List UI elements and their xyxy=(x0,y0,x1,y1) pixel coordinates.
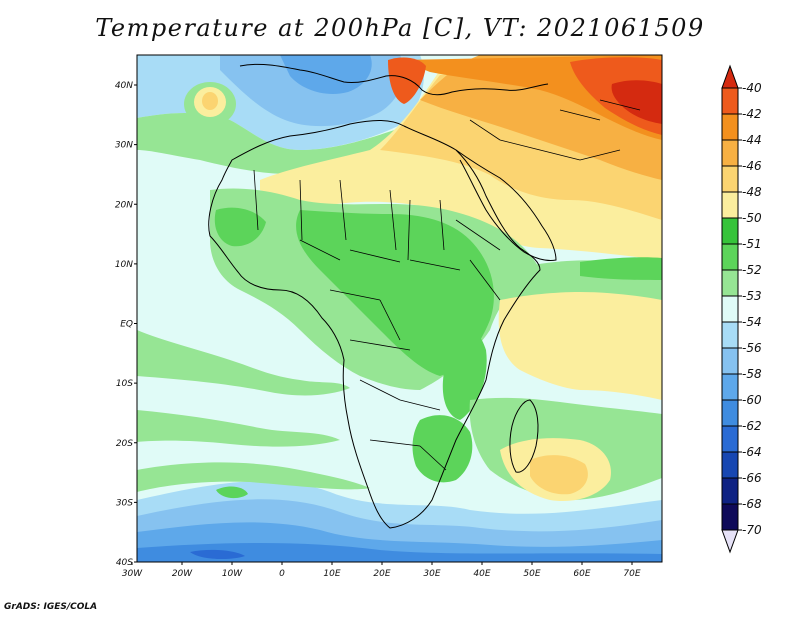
colorbar-segment xyxy=(721,503,739,531)
colorbar-segment xyxy=(721,87,739,115)
colorbar-label: -46 xyxy=(742,159,762,173)
colorbar-segment xyxy=(721,451,739,479)
colorbar-label: -48 xyxy=(742,185,762,199)
colorbar-label: -70 xyxy=(742,523,762,537)
colorbar-segment xyxy=(721,477,739,505)
coastlines xyxy=(208,63,641,529)
field-africa-green-east xyxy=(442,326,487,420)
y-tick-label: 10N xyxy=(115,260,133,270)
chart-title: Temperature at 200hPa [C], VT: 202106150… xyxy=(95,14,705,42)
field-aegean-red xyxy=(388,57,426,104)
colorbar-segment xyxy=(721,217,739,245)
arabia-coastline xyxy=(455,149,557,261)
colorbar-segment xyxy=(721,347,739,375)
x-tick-label: 70E xyxy=(623,569,640,579)
colorbar-label: -44 xyxy=(742,133,762,147)
y-tick-label: 40N xyxy=(115,81,133,91)
europe-coastline xyxy=(239,63,549,96)
x-tick-label: 60E xyxy=(573,569,590,579)
plot-frame xyxy=(136,54,663,563)
colorbar-segment xyxy=(721,425,739,453)
y-tick-label: EQ xyxy=(120,320,133,330)
colorbar-label: -60 xyxy=(742,393,762,407)
y-tick-label: 20N xyxy=(115,200,133,210)
colorbar-label: -58 xyxy=(742,367,762,381)
x-tick-label: 0 xyxy=(279,569,285,579)
x-tick-label: 30E xyxy=(423,569,440,579)
colorbar-segment xyxy=(721,399,739,427)
colorbar-label: -66 xyxy=(742,471,762,485)
colorbar-label: -53 xyxy=(742,289,762,303)
colorbar-segment xyxy=(721,113,739,141)
y-tick-label: 30S xyxy=(116,498,133,508)
colorbar-segment xyxy=(721,243,739,271)
y-tick-label: 20S xyxy=(116,439,133,449)
colorbar-segment xyxy=(721,191,739,219)
x-tick-label: 40E xyxy=(473,569,490,579)
madagascar-coastline xyxy=(509,399,539,473)
colorbar-segment xyxy=(721,269,739,297)
colorbar-label: -54 xyxy=(742,315,762,329)
colorbar-label: -64 xyxy=(742,445,762,459)
x-axis: 30W 20W 10W 0 10E 20E 30E 40E 50E 60E 70E xyxy=(122,562,641,579)
field-southern-africa-green xyxy=(412,415,473,483)
colorbar-label: -62 xyxy=(742,419,762,433)
colorbar-top-arrow xyxy=(721,64,739,89)
temperature-field xyxy=(137,55,662,562)
field-africa-west-green xyxy=(214,207,266,247)
colorbar-segment xyxy=(721,373,739,401)
colorbar-label: -51 xyxy=(742,237,762,251)
y-axis: 40N 30N 20N 10N EQ 10S 20S 30S 40S xyxy=(115,81,137,568)
colorbar-segment xyxy=(721,139,739,167)
country-borders xyxy=(253,169,501,471)
colorbar-label: -56 xyxy=(742,341,762,355)
field-madagascar-orange xyxy=(530,455,588,495)
colorbar-segment xyxy=(721,295,739,323)
field-west-green xyxy=(137,330,350,396)
y-tick-label: 10S xyxy=(116,379,133,389)
colorbar: -40 -42 -44 -46 -48 -50 -51 -52 -53 -54 -56 -58 -60 -… xyxy=(721,64,762,554)
colorbar-label: -42 xyxy=(742,107,762,121)
field-south-green-blob xyxy=(216,486,248,499)
field-indian-green-east xyxy=(580,257,662,280)
field-atlantic-warm-core xyxy=(202,92,218,110)
field-south-deep-blue xyxy=(137,543,662,562)
y-tick-label: 40S xyxy=(116,558,133,568)
field-warm-red xyxy=(611,80,662,124)
x-tick-label: 10E xyxy=(323,569,340,579)
footer-credit: GrADS: IGES/COLA xyxy=(4,602,98,612)
africa-coastline xyxy=(208,120,541,529)
colorbar-label: -40 xyxy=(742,81,762,95)
field-north-mid-blue xyxy=(280,55,372,95)
middle-east-borders xyxy=(469,99,641,161)
field-africa-mid-green xyxy=(296,210,494,376)
field-west-mid-green xyxy=(137,410,340,447)
x-tick-label: 20E xyxy=(373,569,390,579)
colorbar-bottom-arrow xyxy=(721,529,739,554)
colorbar-segment xyxy=(721,165,739,193)
field-south-dark-blue xyxy=(190,549,245,560)
colorbar-label: -52 xyxy=(742,263,762,277)
x-tick-label: 30W xyxy=(122,569,143,579)
field-indian-yellow xyxy=(498,288,662,400)
colorbar-segment xyxy=(721,321,739,349)
colorbar-label: -68 xyxy=(742,497,762,511)
x-tick-label: 50E xyxy=(523,569,540,579)
colorbar-label: -50 xyxy=(742,211,762,225)
x-tick-label: 10W xyxy=(222,569,243,579)
x-tick-label: 20W xyxy=(172,569,193,579)
y-tick-label: 30N xyxy=(115,141,133,151)
field-south-green-band xyxy=(137,462,370,492)
